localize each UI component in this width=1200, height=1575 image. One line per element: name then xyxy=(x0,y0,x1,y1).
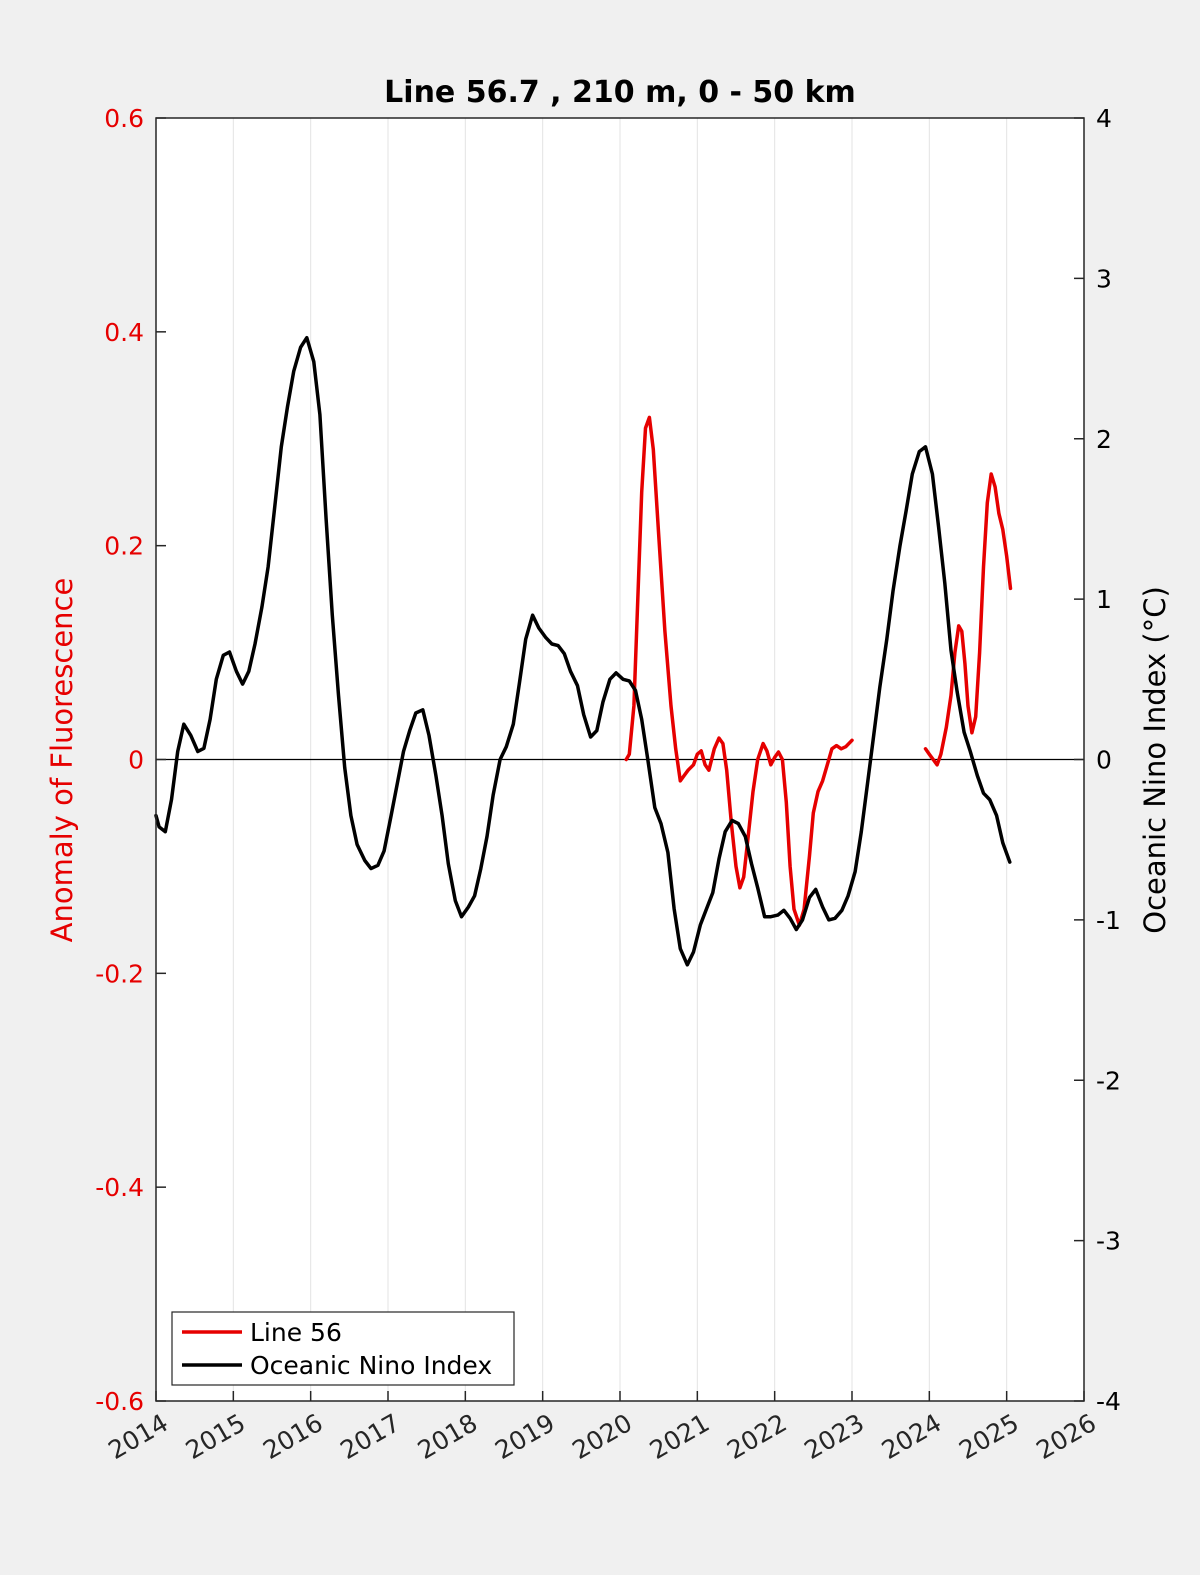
y-right-tick-label: -4 xyxy=(1096,1387,1121,1416)
y-axis-left-label: Anomaly of Fluorescence xyxy=(45,578,79,943)
y-right-tick-label: 0 xyxy=(1096,746,1112,775)
legend: Line 56 Oceanic Nino Index xyxy=(171,1311,515,1386)
y-left-tick-label: -0.6 xyxy=(95,1387,144,1416)
series-line-line-56 xyxy=(923,472,1013,767)
y-left-tick-label: -0.4 xyxy=(95,1173,144,1202)
series-lines xyxy=(154,335,1013,967)
y-left-tick-label: 0 xyxy=(128,746,144,775)
series-line-line-56 xyxy=(624,415,854,927)
y-right-tick-label: -2 xyxy=(1096,1066,1121,1095)
y-left-tick-label: -0.2 xyxy=(95,959,144,988)
y-axis-right: -4 -3 -2 -1 0 1 2 3 4 xyxy=(1074,104,1121,1416)
y-right-tick-label: -3 xyxy=(1096,1227,1121,1256)
y-axis-left: -0.6 -0.4 -0.2 0 0.2 0.4 0.6 xyxy=(95,104,166,1416)
y-axis-right-label: Oceanic Nino Index (°C) xyxy=(1138,586,1172,934)
y-left-tick-label: 0.4 xyxy=(104,318,144,347)
legend-box xyxy=(171,1311,515,1386)
legend-label-line56: Line 56 xyxy=(250,1318,342,1347)
legend-label-oni: Oceanic Nino Index xyxy=(250,1351,492,1380)
y-right-tick-label: 2 xyxy=(1096,425,1112,454)
chart-title: Line 56.7 , 210 m, 0 - 50 km xyxy=(384,75,856,110)
y-right-tick-label: -1 xyxy=(1096,906,1121,935)
y-left-tick-label: 0.6 xyxy=(104,104,144,133)
y-right-tick-label: 3 xyxy=(1096,264,1112,293)
y-right-tick-label: 4 xyxy=(1096,104,1112,133)
y-right-tick-label: 1 xyxy=(1096,585,1112,614)
y-left-tick-label: 0.2 xyxy=(104,532,144,561)
series-line-oceanic-nino-index xyxy=(154,335,1012,967)
